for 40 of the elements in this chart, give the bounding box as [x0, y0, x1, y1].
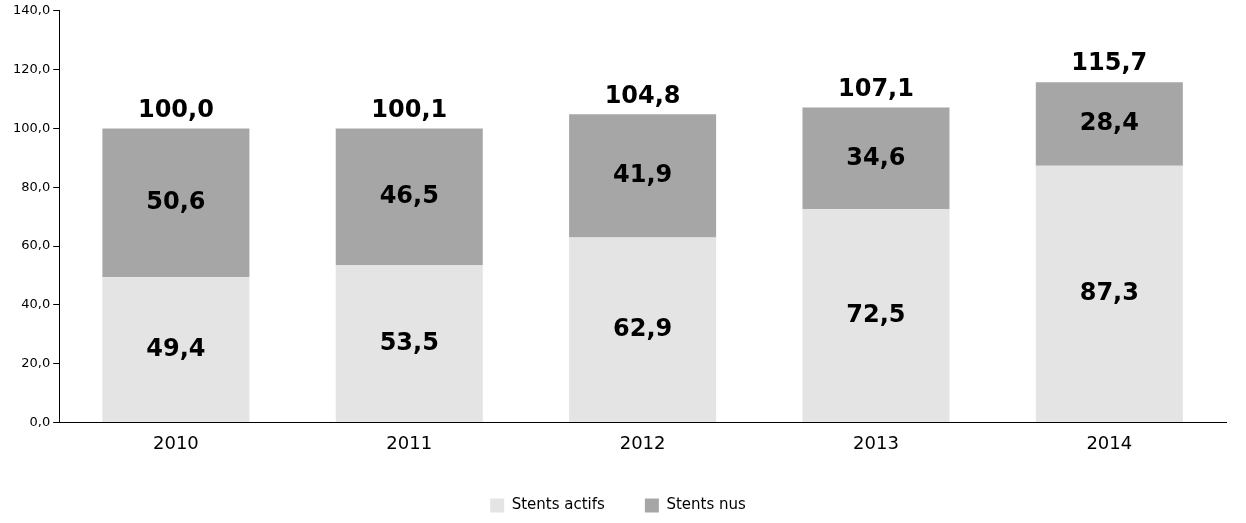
bar [569, 114, 717, 238]
bar [1035, 165, 1183, 422]
data-label: 28,4 [1079, 108, 1139, 137]
y-tick-label: 60,0 [21, 237, 51, 253]
data-label: 49,4 [146, 333, 206, 362]
x-tick-label: 2013 [853, 431, 899, 453]
data-label: 87,3 [1079, 278, 1139, 307]
x-tick-label: 2010 [152, 431, 199, 453]
x-tick-label: 2012 [619, 431, 666, 453]
total-label: 107,1 [838, 73, 914, 102]
data-label: 53,5 [379, 327, 439, 356]
total-label: 104,8 [604, 80, 681, 109]
y-tick-label: 120,0 [13, 60, 51, 76]
data-label: 50,6 [146, 187, 206, 216]
data-label: 72,5 [846, 299, 906, 328]
y-tick-label: 0,0 [29, 413, 51, 429]
y-tick-label: 80,0 [21, 178, 51, 194]
data-label: 46,5 [379, 180, 439, 209]
total-label: 100,1 [371, 94, 448, 123]
bar [569, 237, 717, 422]
data-label: 41,9 [613, 160, 673, 189]
x-tick-label: 2011 [386, 431, 433, 453]
bar [335, 128, 483, 266]
bar [802, 209, 950, 422]
bar [1035, 82, 1183, 166]
bar [102, 277, 250, 422]
total-label: 100,0 [137, 94, 214, 123]
data-label: 34,6 [846, 142, 906, 171]
data-label: 62,9 [613, 313, 673, 342]
y-tick-label: 20,0 [21, 354, 51, 370]
legend-label: Stents actifs [511, 495, 606, 514]
y-tick-label: 100,0 [13, 119, 51, 135]
bar [802, 107, 950, 210]
x-tick-label: 2014 [1086, 431, 1133, 453]
y-tick-label: 40,0 [21, 296, 51, 312]
total-label: 115,7 [1071, 48, 1148, 77]
bar [102, 128, 250, 278]
bar [335, 265, 483, 422]
legend-label: Stents nus [666, 495, 746, 514]
y-tick-label: 140,0 [13, 2, 51, 18]
